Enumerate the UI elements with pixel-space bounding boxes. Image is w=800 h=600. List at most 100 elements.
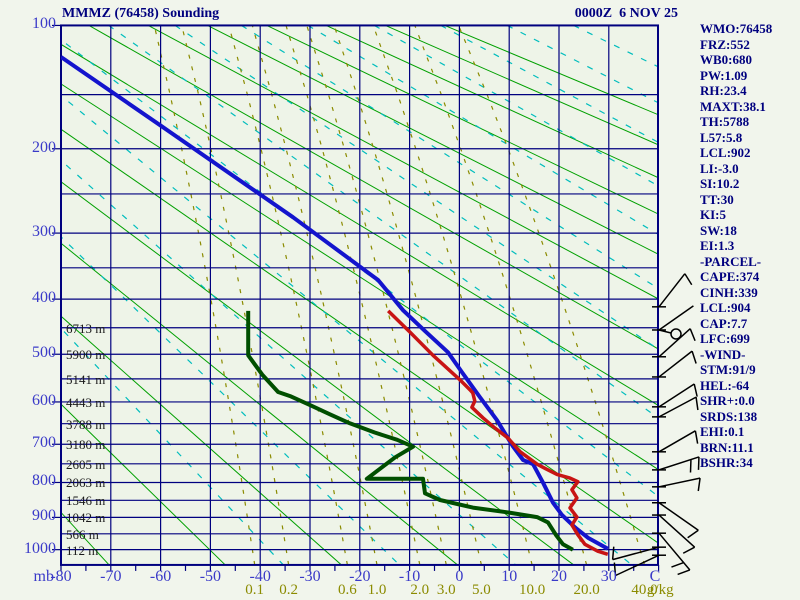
mixing-ratio-line xyxy=(251,25,378,565)
dewpoint-curve xyxy=(246,310,574,552)
panel-item: TH:5788 xyxy=(700,114,750,129)
sounding-curves xyxy=(61,55,609,556)
wind-barb xyxy=(658,305,694,340)
wind-barb xyxy=(658,328,696,358)
dry-adiabat-line xyxy=(61,315,342,565)
height-label: 5900 m xyxy=(66,347,106,363)
moist-adiabat-line xyxy=(61,94,633,565)
panel-item: LFC:699 xyxy=(700,331,750,346)
moist-adiabat-line xyxy=(61,236,400,565)
mixing-tick-label: 0.2 xyxy=(279,582,298,598)
pressure-tick-label: 100 xyxy=(32,15,56,33)
temp-tick-label: 0 xyxy=(455,568,464,585)
panel-item: EHI:0.1 xyxy=(700,424,745,439)
pressure-unit-label: mb xyxy=(33,568,54,585)
moist-adiabat-line xyxy=(174,25,658,350)
wind-barb xyxy=(658,383,698,408)
mixing-tick-label: 20.0 xyxy=(573,582,600,598)
panel-item: BSHR:34 xyxy=(700,455,753,470)
wind-barb xyxy=(658,514,696,554)
temp-tick-label: -40 xyxy=(249,568,271,585)
dry-adiabat-line xyxy=(61,403,226,565)
mixing-ratio-line xyxy=(306,25,447,565)
dry-adiabat-line xyxy=(385,25,658,146)
mixing-tick-label: 40.0 xyxy=(631,582,658,598)
panel-item: TT:30 xyxy=(700,191,734,207)
pressure-tick-label: 700 xyxy=(32,434,56,452)
height-label: 4443 m xyxy=(66,394,106,410)
height-label: 2605 m xyxy=(66,456,106,472)
moist-adiabat-line xyxy=(241,25,658,289)
pressure-tick-label: 500 xyxy=(32,344,56,362)
mixing-tick-label: 0.1 xyxy=(245,582,265,598)
height-label: 1042 m xyxy=(66,510,106,526)
temp-tick-label: 30 xyxy=(600,568,617,585)
panel-item: MAXT:38.1 xyxy=(700,98,766,114)
panel-item: BRN:11.1 xyxy=(700,439,754,455)
height-label: 112 m xyxy=(66,542,99,558)
dry-adiabat-line xyxy=(325,25,658,179)
moist-adiabat-line xyxy=(61,327,284,565)
mixing-tick-label: 10.0 xyxy=(519,582,546,598)
dry-adiabat-line xyxy=(266,25,658,215)
panel-item: CAP:7.7 xyxy=(700,315,748,331)
indices-panel: WMO:76458 FRZ:552 WB0:680 PW:1.09 RH:23.4 MAX… xyxy=(700,21,800,471)
moist-adiabat-line xyxy=(374,25,658,187)
moist-adiabats xyxy=(61,25,658,565)
mixing-tick-label: 2.0 xyxy=(410,582,430,598)
height-label: 5141 m xyxy=(66,371,106,387)
page-title: MMMZ (76458) Sounding xyxy=(62,6,220,21)
pressure-tick-label: 200 xyxy=(32,138,56,156)
dry-adiabat-line xyxy=(61,242,458,565)
parcel-curve xyxy=(386,309,609,556)
temp-tick-label: -60 xyxy=(149,568,172,585)
temp-tick-label: -30 xyxy=(299,568,321,585)
temp-unit-label: C xyxy=(649,568,661,585)
wind-barb xyxy=(658,502,699,539)
panel-item: HEL:-64 xyxy=(700,377,750,393)
panel-item: KI:5 xyxy=(700,207,726,222)
pressure-tick-label: 300 xyxy=(32,223,56,241)
mixing-ratio-line xyxy=(181,25,290,565)
temperature-curve xyxy=(61,55,609,551)
wind-barb xyxy=(613,554,660,577)
panel-item: -WIND- xyxy=(700,346,746,362)
temp-tick-label: 10 xyxy=(501,568,518,585)
mixing-ratio-line xyxy=(458,25,646,565)
mixing-ratio-lines xyxy=(153,25,646,565)
panel-item: LI:-3.0 xyxy=(700,160,739,176)
panel-item: PW:1.09 xyxy=(700,67,748,83)
panel-item: STM:91/9 xyxy=(700,362,756,377)
height-label: 6713 m xyxy=(66,320,106,336)
moist-adiabat-line xyxy=(61,39,658,497)
panel-item: SI:10.2 xyxy=(700,176,740,191)
panel-item: SRDS:138 xyxy=(700,408,758,424)
wind-barb xyxy=(658,430,699,453)
temp-tick-label: -10 xyxy=(398,568,421,585)
pressure-tick-label: 1000 xyxy=(24,539,56,557)
wind-barb xyxy=(658,532,691,576)
panel-item: CINH:339 xyxy=(700,284,758,300)
pressure-tick-label: 900 xyxy=(32,507,56,525)
temp-tick-label: -80 xyxy=(50,568,72,585)
pressure-tick-label: 600 xyxy=(32,391,56,409)
mixing-tick-label: 0.6 xyxy=(338,582,357,598)
mixing-unit-label: g/kg xyxy=(647,582,674,598)
mixing-tick-label: 3.0 xyxy=(436,582,456,598)
panel-item: RH:23.4 xyxy=(700,83,747,98)
wind-barb xyxy=(658,477,701,492)
temp-tick-label: -20 xyxy=(349,568,371,585)
panel-item: WB0:680 xyxy=(700,52,752,67)
panel-item: SW:18 xyxy=(700,222,737,238)
temp-tick-label: 20 xyxy=(551,568,567,585)
panel-item: LCL:902 xyxy=(700,145,751,160)
height-label: 2063 m xyxy=(66,475,106,491)
mixing-ratio-line xyxy=(414,25,588,565)
wind-barb xyxy=(658,350,697,378)
mixing-tick-label: 5.0 xyxy=(472,582,491,598)
mixing-ratio-line xyxy=(153,25,256,565)
datetime-label: 0000Z 6 NOV 25 xyxy=(574,6,678,21)
wind-barbs xyxy=(611,273,701,577)
panel-item: WMO:76458 xyxy=(700,21,773,36)
